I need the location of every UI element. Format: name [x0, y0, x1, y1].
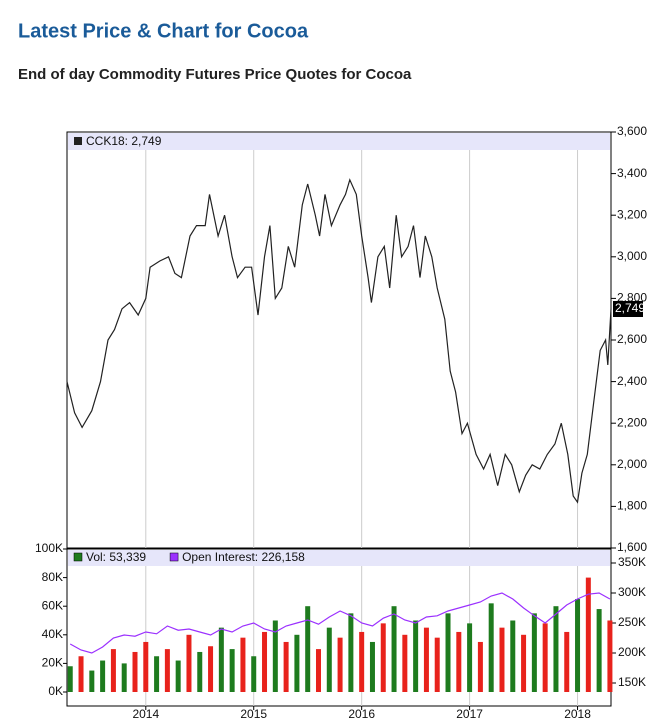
y-tick-label: 2,400	[617, 374, 647, 388]
volume-bar	[467, 623, 473, 692]
volume-bar	[175, 660, 181, 692]
volume-bar	[585, 577, 591, 692]
volume-bar	[434, 637, 440, 692]
volume-bar	[132, 651, 138, 692]
volume-bar	[596, 609, 602, 692]
volume-bar	[499, 627, 505, 692]
y-tick-label: 2,600	[617, 332, 647, 346]
y-tick-label: 1,800	[617, 499, 647, 513]
y2-tick-label: 250K	[618, 615, 646, 629]
volume-bar	[283, 641, 289, 692]
volume-bar	[575, 599, 581, 692]
volume-bar	[477, 641, 483, 692]
volume-bar	[164, 649, 170, 692]
volume-bar	[521, 634, 527, 692]
volume-bar	[251, 656, 257, 692]
page-subtitle: End of day Commodity Futures Price Quote…	[18, 66, 412, 83]
y-tick-label: 3,600	[617, 124, 647, 138]
y2-tick-label: 350K	[618, 555, 646, 569]
x-tick-label: 2015	[240, 707, 267, 721]
volume-bar	[110, 649, 116, 692]
y2-tick-label: 200K	[618, 645, 646, 659]
volume-bar	[315, 649, 321, 692]
y-tick-label: 2,000	[617, 457, 647, 471]
volume-bar	[359, 631, 365, 692]
page-title: Latest Price & Chart for Cocoa	[18, 20, 309, 42]
volume-bar	[262, 631, 268, 692]
y-tick-label: 60K	[42, 598, 63, 612]
y2-tick-label: 150K	[618, 675, 646, 689]
volume-bar	[391, 606, 397, 692]
y-tick-label: 80K	[42, 570, 63, 584]
volume-bar	[337, 637, 343, 692]
y-tick-label: 3,000	[617, 249, 647, 263]
price-panel	[66, 131, 612, 549]
volume-bar	[369, 641, 375, 692]
volume-bar	[326, 627, 332, 692]
volume-bar	[510, 620, 516, 692]
volume-bar	[186, 634, 192, 692]
open-interest-line	[69, 592, 611, 654]
volume-legend-band	[68, 550, 610, 566]
volume-bar	[607, 620, 613, 692]
volume-bar	[553, 606, 559, 692]
volume-bar	[208, 646, 214, 692]
y-tick-label: 1,600	[617, 540, 647, 554]
volume-bar	[564, 631, 570, 692]
volume-bar	[272, 620, 278, 692]
legend-label: Vol: 53,339	[86, 550, 146, 564]
volume-bar	[488, 603, 494, 692]
x-tick-label: 2014	[132, 707, 159, 721]
x-tick-label: 2018	[564, 707, 591, 721]
volume-bar	[229, 649, 235, 692]
volume-bar	[240, 637, 246, 692]
x-tick-label: 2016	[348, 707, 375, 721]
y-tick-label: 0K	[48, 684, 63, 698]
y-tick-label: 2,200	[617, 415, 647, 429]
y-tick-label: 20K	[42, 656, 63, 670]
price-legend-band	[68, 133, 610, 150]
volume-bar	[78, 656, 84, 692]
volume-bar	[294, 634, 300, 692]
y-tick-label: 100K	[35, 541, 63, 555]
y-tick-label: 3,200	[617, 207, 647, 221]
last-price-box	[613, 301, 643, 318]
volume-bar	[154, 656, 160, 692]
volume-bar	[413, 620, 419, 692]
volume-bar	[456, 631, 462, 692]
volume-bar	[67, 666, 73, 692]
volume-bar	[100, 660, 106, 692]
volume-bar	[348, 613, 354, 692]
last-price-label: 2,749	[615, 301, 645, 315]
volume-bar	[305, 606, 311, 692]
volume-bar	[121, 663, 127, 692]
volume-bar	[89, 670, 95, 692]
legend-swatch	[73, 552, 83, 562]
volume-bar	[542, 623, 548, 692]
y-tick-label: 40K	[42, 627, 63, 641]
y-tick-label: 3,400	[617, 166, 647, 180]
legend-label: CCK18: 2,749	[86, 134, 162, 148]
volume-bar	[531, 613, 537, 692]
volume-bar	[218, 627, 224, 692]
legend-label: Open Interest: 226,158	[182, 550, 305, 564]
legend-swatch	[169, 552, 179, 562]
volume-bar	[402, 634, 408, 692]
legend-swatch	[74, 137, 82, 145]
volume-bar	[445, 613, 451, 692]
x-tick-label: 2017	[456, 707, 483, 721]
price-line	[66, 178, 612, 504]
volume-bar	[380, 623, 386, 692]
volume-bar	[197, 651, 203, 692]
y2-tick-label: 300K	[618, 585, 646, 599]
volume-bar	[143, 641, 149, 692]
volume-bar	[423, 627, 429, 692]
